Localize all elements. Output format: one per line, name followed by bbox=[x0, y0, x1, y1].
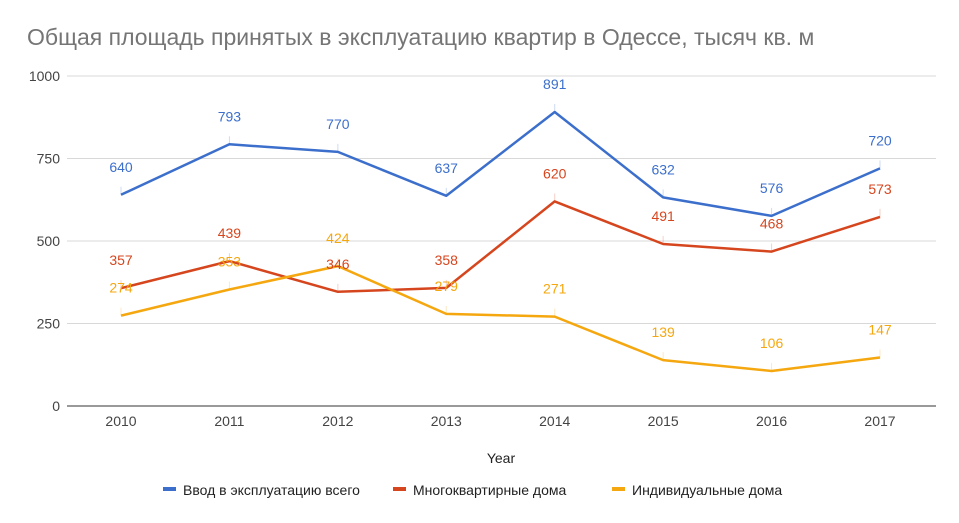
series-line bbox=[120, 200, 881, 294]
legend-swatch bbox=[612, 487, 625, 491]
data-label: 770 bbox=[326, 116, 350, 132]
data-label: 346 bbox=[326, 256, 350, 272]
y-tick-label: 750 bbox=[37, 151, 61, 167]
data-label: 353 bbox=[218, 254, 242, 270]
data-label: 573 bbox=[868, 181, 892, 197]
grid bbox=[67, 75, 936, 407]
y-axis: 0 250 500 750 1000 bbox=[29, 68, 60, 414]
data-label: 640 bbox=[109, 159, 133, 175]
series-line bbox=[120, 110, 881, 218]
y-tick-label: 1000 bbox=[29, 68, 60, 84]
x-axis-label: Year bbox=[487, 450, 516, 466]
data-label: 620 bbox=[543, 165, 567, 181]
data-labels: 640 793 770 637 891 632 576 720 357 439 346 358 620 4… bbox=[109, 76, 892, 372]
data-label: 720 bbox=[868, 132, 892, 148]
chart-title: Общая площадь принятых в эксплуатацию кв… bbox=[27, 24, 814, 50]
series-line bbox=[120, 264, 881, 373]
data-label: 357 bbox=[109, 252, 133, 268]
legend-label: Многоквартирные дома bbox=[413, 482, 567, 498]
data-label: 139 bbox=[651, 324, 675, 340]
legend-swatch bbox=[393, 487, 406, 491]
x-tick-label: 2015 bbox=[648, 413, 679, 429]
data-label: 279 bbox=[435, 278, 459, 294]
data-label: 637 bbox=[435, 160, 459, 176]
data-label: 891 bbox=[543, 76, 567, 92]
data-label: 468 bbox=[760, 216, 784, 232]
data-label: 793 bbox=[218, 108, 242, 124]
legend-label: Ввод в эксплуатацию всего bbox=[183, 482, 360, 498]
data-label: 106 bbox=[760, 335, 784, 351]
data-label: 491 bbox=[651, 208, 675, 224]
x-tick-label: 2012 bbox=[322, 413, 353, 429]
data-label: 271 bbox=[543, 281, 567, 297]
y-tick-label: 0 bbox=[52, 398, 60, 414]
x-tick-label: 2017 bbox=[864, 413, 895, 429]
data-label: 147 bbox=[868, 321, 892, 337]
data-label: 358 bbox=[435, 252, 459, 268]
x-tick-label: 2016 bbox=[756, 413, 787, 429]
legend-swatch bbox=[163, 487, 176, 491]
series bbox=[120, 110, 881, 373]
x-tick-label: 2013 bbox=[431, 413, 462, 429]
y-tick-label: 250 bbox=[37, 316, 61, 332]
data-label: 576 bbox=[760, 180, 784, 196]
data-label: 274 bbox=[109, 280, 133, 296]
x-tick-label: 2010 bbox=[105, 413, 136, 429]
legend: Ввод в эксплуатацию всего Многоквартирные… bbox=[163, 482, 782, 498]
x-tick-label: 2011 bbox=[214, 413, 244, 429]
y-tick-label: 500 bbox=[37, 233, 61, 249]
data-label: 424 bbox=[326, 230, 350, 246]
x-axis: 2010 2011 2012 2013 2014 2015 2016 2017 bbox=[105, 413, 895, 429]
legend-label: Индивидуальные дома bbox=[632, 482, 782, 498]
data-label: 632 bbox=[651, 161, 675, 177]
x-tick-label: 2014 bbox=[539, 413, 570, 429]
data-label: 439 bbox=[218, 225, 242, 241]
